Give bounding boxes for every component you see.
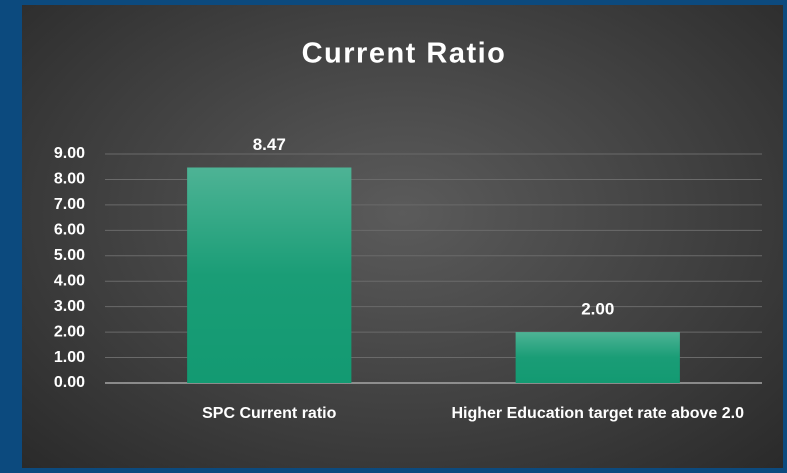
bar	[187, 167, 352, 383]
x-tick-label: SPC Current ratio	[202, 405, 337, 422]
x-tick-label: Higher Education target rate above 2.0	[451, 405, 745, 422]
y-tick-label: 2.00	[54, 323, 85, 340]
data-label: 2.00	[581, 300, 614, 319]
y-tick-label: 7.00	[54, 196, 85, 213]
y-tick-label: 5.00	[54, 247, 85, 264]
chart-title: Current Ratio	[302, 38, 507, 70]
chart-area	[22, 5, 783, 468]
y-tick-label: 9.00	[54, 145, 85, 162]
y-tick-label: 8.00	[54, 171, 85, 188]
y-tick-label: 6.00	[54, 222, 85, 239]
y-tick-label: 1.00	[54, 349, 85, 366]
y-tick-label: 3.00	[54, 298, 85, 315]
y-tick-label: 4.00	[54, 272, 85, 289]
y-tick-label: 0.00	[54, 374, 85, 391]
bar	[515, 332, 680, 383]
data-label: 8.47	[253, 135, 286, 154]
